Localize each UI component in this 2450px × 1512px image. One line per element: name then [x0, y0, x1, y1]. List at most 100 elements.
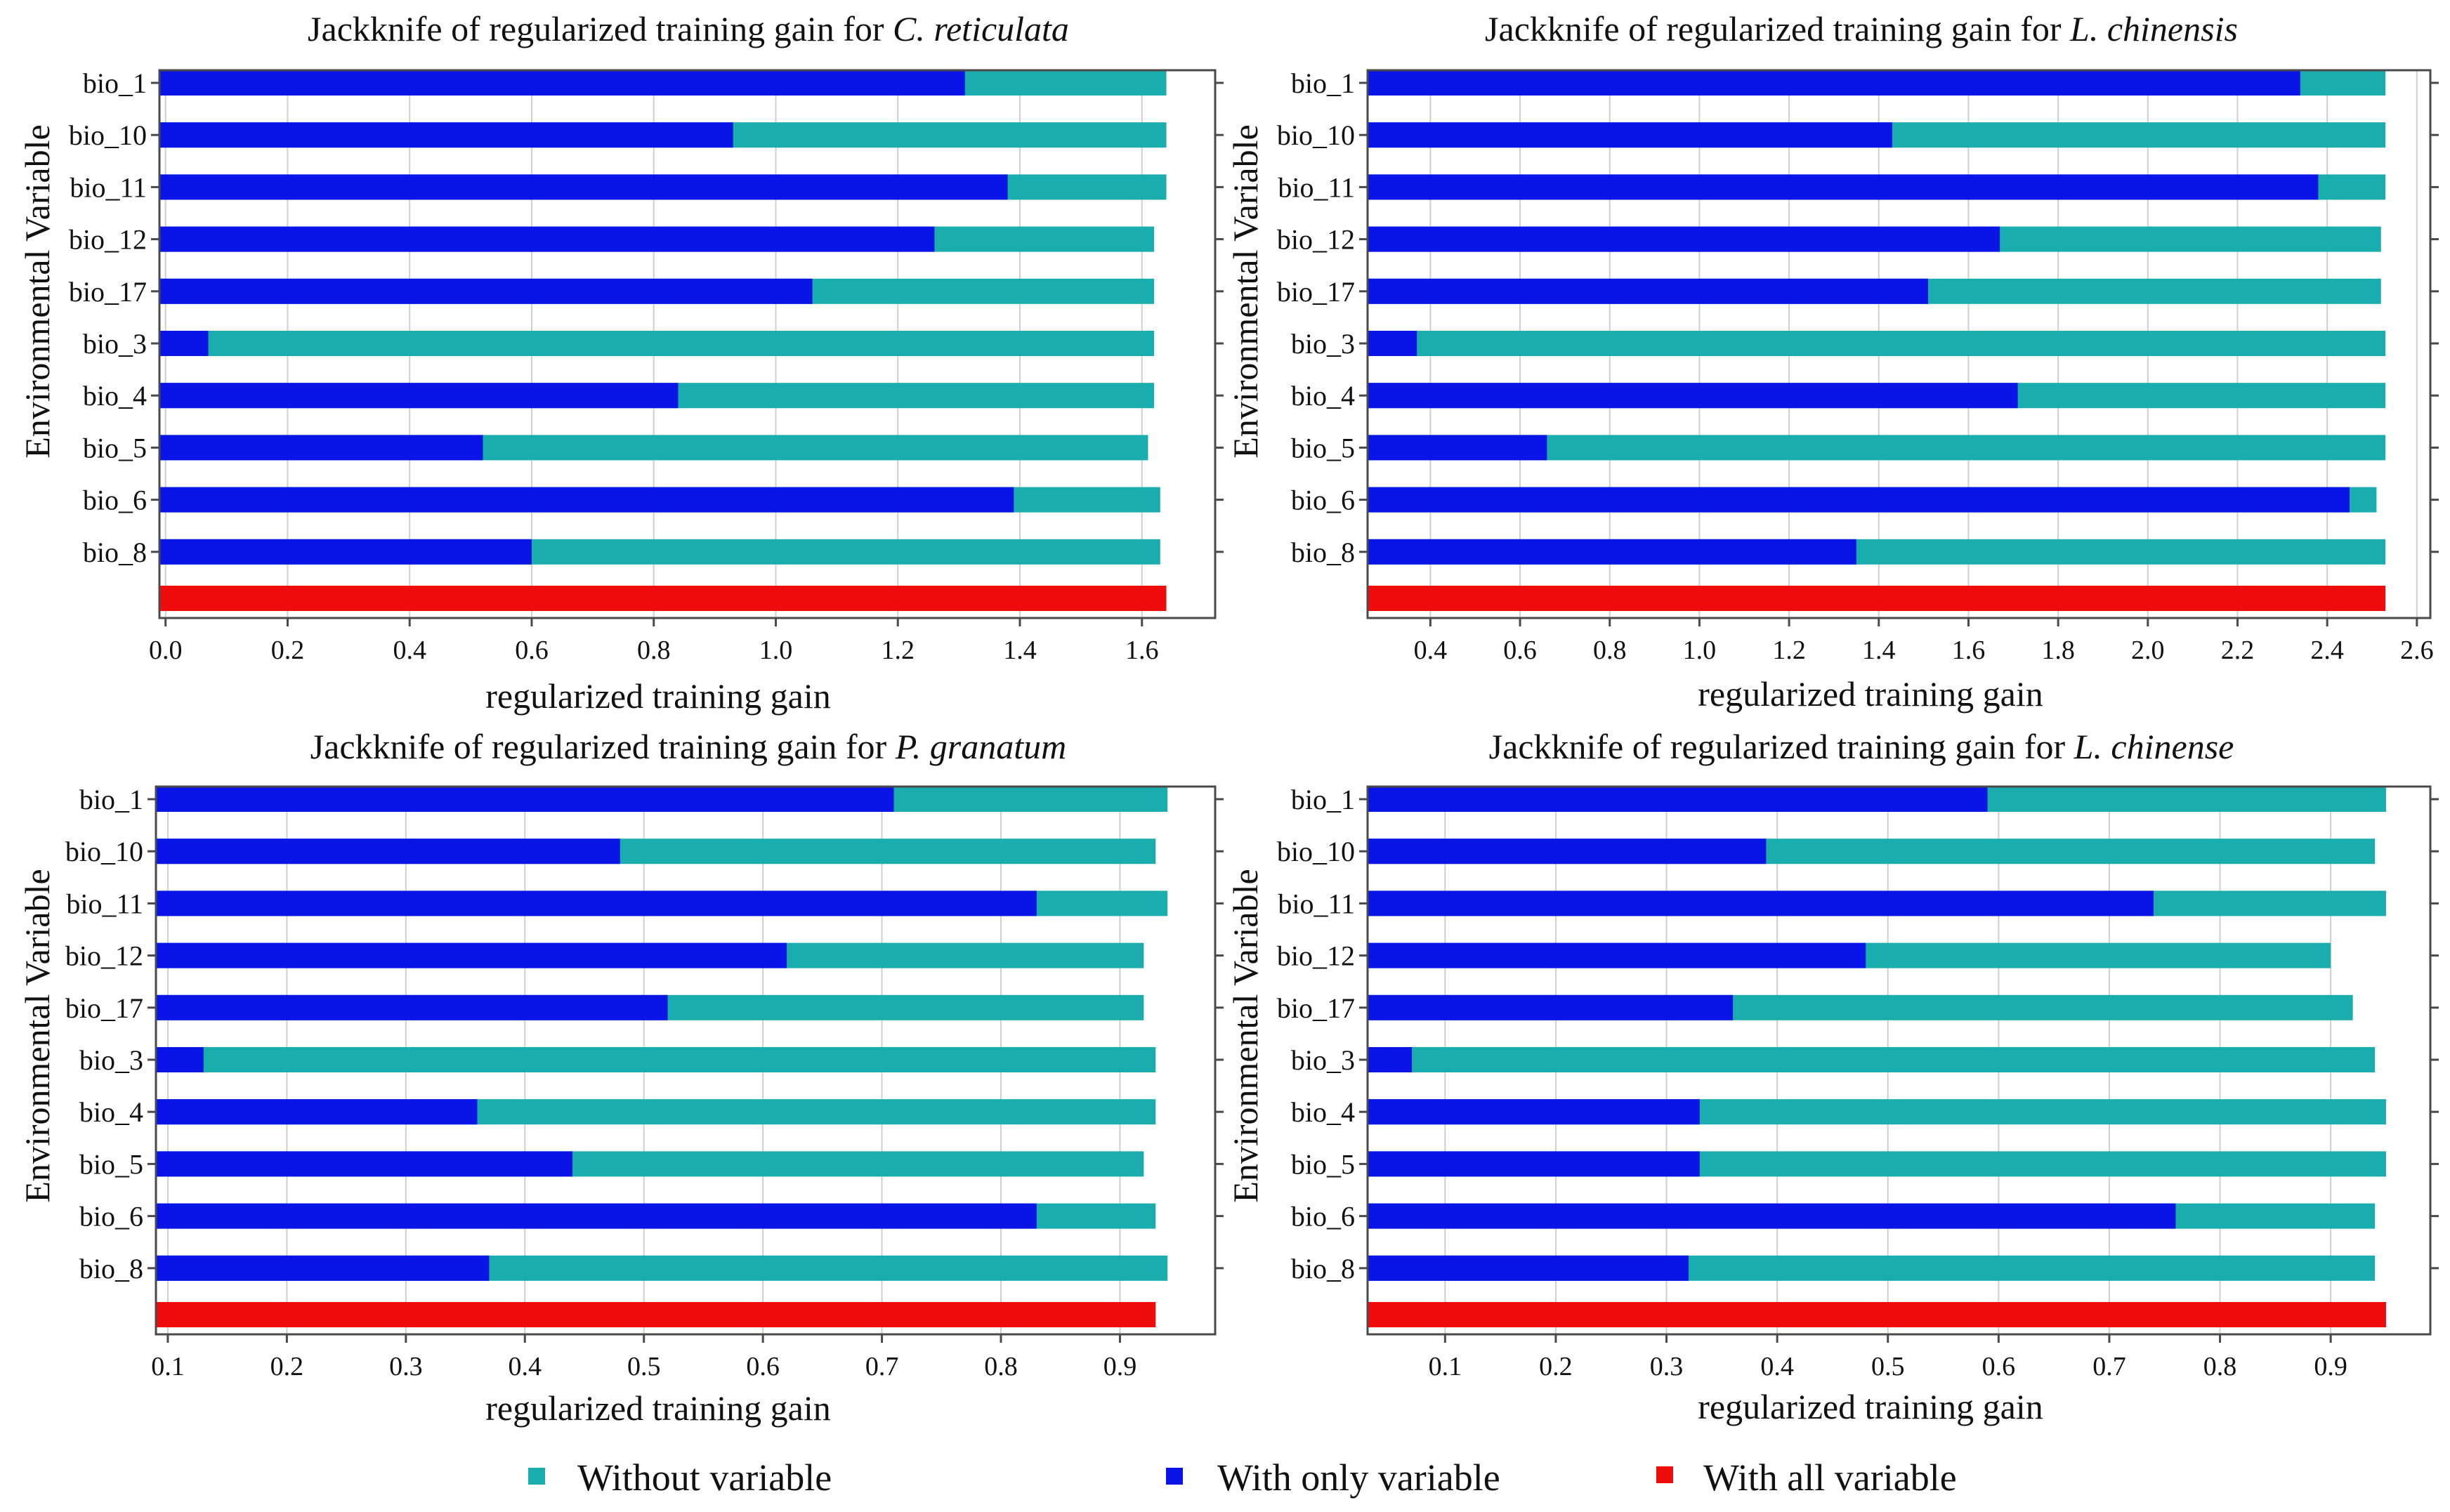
y-tick-label-bio_17: bio_17 [1277, 276, 1355, 308]
plot-frame [1366, 785, 2432, 1336]
x-tick-label-3: 1.0 [1683, 636, 1717, 665]
chart-c-reticulata: Jackknife of regularized training gain f… [18, 9, 1224, 716]
x-tick-label-8: 0.9 [1103, 1352, 1137, 1381]
x-tick-label-0: 0.4 [1414, 636, 1448, 665]
bar-only-bio_1 [159, 70, 965, 96]
y-tick-label-bio_17: bio_17 [69, 276, 147, 308]
bar-only-bio_11 [156, 890, 1037, 916]
y-tick-label-bio_5: bio_5 [83, 432, 147, 464]
chart-title: Jackknife of regularized training gain f… [308, 9, 1069, 48]
bar-only-bio_6 [156, 1203, 1037, 1229]
x-tick-label-2: 0.4 [393, 636, 426, 665]
x-tick-label-1: 0.2 [271, 636, 305, 665]
x-tick-label-10: 2.4 [2310, 636, 2344, 665]
bar-only-bio_10 [1368, 122, 1892, 148]
bar-only-bio_5 [156, 1151, 573, 1177]
plot-frame [1366, 69, 2432, 619]
bar-only-bio_8 [159, 539, 532, 565]
chart-title: Jackknife of regularized training gain f… [310, 727, 1067, 766]
bar-only-bio_12 [156, 942, 787, 968]
x-tick-label-7: 0.8 [984, 1352, 1018, 1381]
x-tick-label-4: 0.8 [637, 636, 671, 665]
legend-label-with-all-variable: With all variable [1703, 1457, 1957, 1499]
bar-all-variables [159, 586, 1167, 611]
bar-only-bio_12 [1368, 226, 2000, 252]
x-tick-label-8: 2.0 [2131, 636, 2165, 665]
bar-only-bio_5 [1368, 1151, 1700, 1177]
x-tick-label-5: 0.6 [1982, 1352, 2016, 1381]
y-tick-label-bio_1: bio_1 [83, 67, 147, 99]
x-tick-label-6: 0.7 [2092, 1352, 2126, 1381]
x-axis-label: regularized training gain [1698, 674, 2043, 714]
bar-only-bio_4 [159, 383, 679, 409]
bar-only-bio_1 [156, 787, 894, 812]
y-tick-label-bio_3: bio_3 [83, 328, 147, 360]
y-tick-label-bio_12: bio_12 [1277, 940, 1355, 972]
bar-only-bio_17 [1368, 994, 1734, 1020]
bar-only-bio_17 [1368, 278, 1928, 304]
x-tick-label-5: 0.6 [746, 1352, 780, 1381]
legend-swatch-with-only-variable [1166, 1468, 1183, 1485]
x-tick-label-0: 0.1 [1429, 1352, 1462, 1381]
bar-only-bio_8 [1368, 539, 1856, 565]
bar-only-bio_5 [159, 435, 483, 461]
legend-swatch-with-all-variable [1656, 1466, 1673, 1483]
x-tick-label-0: 0.0 [149, 636, 183, 665]
y-tick-label-bio_3: bio_3 [79, 1044, 143, 1076]
x-tick-label-2: 0.3 [389, 1352, 423, 1381]
y-tick-label-bio_5: bio_5 [79, 1148, 143, 1180]
y-tick-label-bio_11: bio_11 [1278, 171, 1355, 203]
x-tick-label-3: 0.4 [509, 1352, 542, 1381]
x-tick-label-3: 0.6 [515, 636, 549, 665]
y-tick-label-bio_10: bio_10 [65, 836, 143, 867]
x-tick-label-4: 0.5 [1871, 1352, 1905, 1381]
y-tick-label-bio_4: bio_4 [83, 380, 147, 412]
x-tick-label-5: 1.4 [1862, 636, 1896, 665]
y-tick-label-bio_12: bio_12 [1277, 224, 1355, 256]
chart-title: Jackknife of regularized training gain f… [1489, 727, 2234, 766]
bar-all-variables [156, 1302, 1156, 1327]
bar-without-bio_3 [1368, 331, 2386, 356]
bar-all-variables [1368, 1302, 2386, 1327]
legend: Without variable With only variable With… [528, 1457, 1957, 1499]
bar-only-bio_17 [156, 994, 668, 1020]
x-tick-label-1: 0.6 [1503, 636, 1537, 665]
y-tick-label-bio_6: bio_6 [1291, 1201, 1355, 1232]
y-axis-label: Environmental Variable [1226, 124, 1265, 458]
bar-only-bio_12 [1368, 942, 1866, 968]
y-tick-label-bio_4: bio_4 [79, 1096, 143, 1128]
y-tick-label-bio_8: bio_8 [1291, 537, 1355, 568]
x-tick-label-5: 1.0 [759, 636, 793, 665]
y-tick-label-bio_6: bio_6 [79, 1201, 143, 1232]
y-tick-label-bio_8: bio_8 [79, 1253, 143, 1284]
x-tick-label-7: 0.8 [2203, 1352, 2237, 1381]
bar-only-bio_8 [1368, 1255, 1689, 1281]
y-tick-label-bio_11: bio_11 [1278, 888, 1355, 919]
y-tick-label-bio_17: bio_17 [65, 992, 143, 1024]
bar-only-bio_10 [1368, 839, 1767, 865]
y-tick-label-bio_1: bio_1 [1291, 784, 1355, 815]
legend-swatch-without-variable [528, 1468, 545, 1485]
y-tick-label-bio_11: bio_11 [70, 171, 147, 203]
y-axis-label: Environmental Variable [18, 124, 57, 458]
y-tick-label-bio_5: bio_5 [1291, 432, 1355, 464]
plot-frame [158, 69, 1217, 619]
x-tick-label-0: 0.1 [151, 1352, 185, 1381]
bar-without-bio_3 [1368, 1047, 2376, 1072]
x-tick-label-11: 2.6 [2400, 636, 2434, 665]
bar-only-bio_3 [156, 1047, 204, 1072]
x-tick-label-2: 0.8 [1593, 636, 1627, 665]
x-tick-label-7: 1.8 [2041, 636, 2075, 665]
y-tick-label-bio_4: bio_4 [1291, 380, 1355, 412]
y-tick-label-bio_4: bio_4 [1291, 1096, 1355, 1128]
x-tick-label-1: 0.2 [270, 1352, 304, 1381]
y-tick-label-bio_1: bio_1 [79, 784, 143, 815]
legend-label-with-only-variable: With only variable [1217, 1457, 1500, 1499]
x-tick-label-4: 0.5 [627, 1352, 661, 1381]
x-tick-label-3: 0.4 [1760, 1352, 1794, 1381]
bar-without-bio_3 [159, 331, 1155, 356]
chart-l-chinensis: Jackknife of regularized training gain f… [1226, 9, 2439, 714]
bar-all-variables [1368, 586, 2386, 611]
x-tick-label-6: 0.7 [865, 1352, 899, 1381]
bar-only-bio_6 [1368, 487, 2350, 513]
